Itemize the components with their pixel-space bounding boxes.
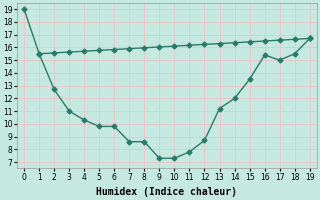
X-axis label: Humidex (Indice chaleur): Humidex (Indice chaleur): [96, 187, 237, 197]
